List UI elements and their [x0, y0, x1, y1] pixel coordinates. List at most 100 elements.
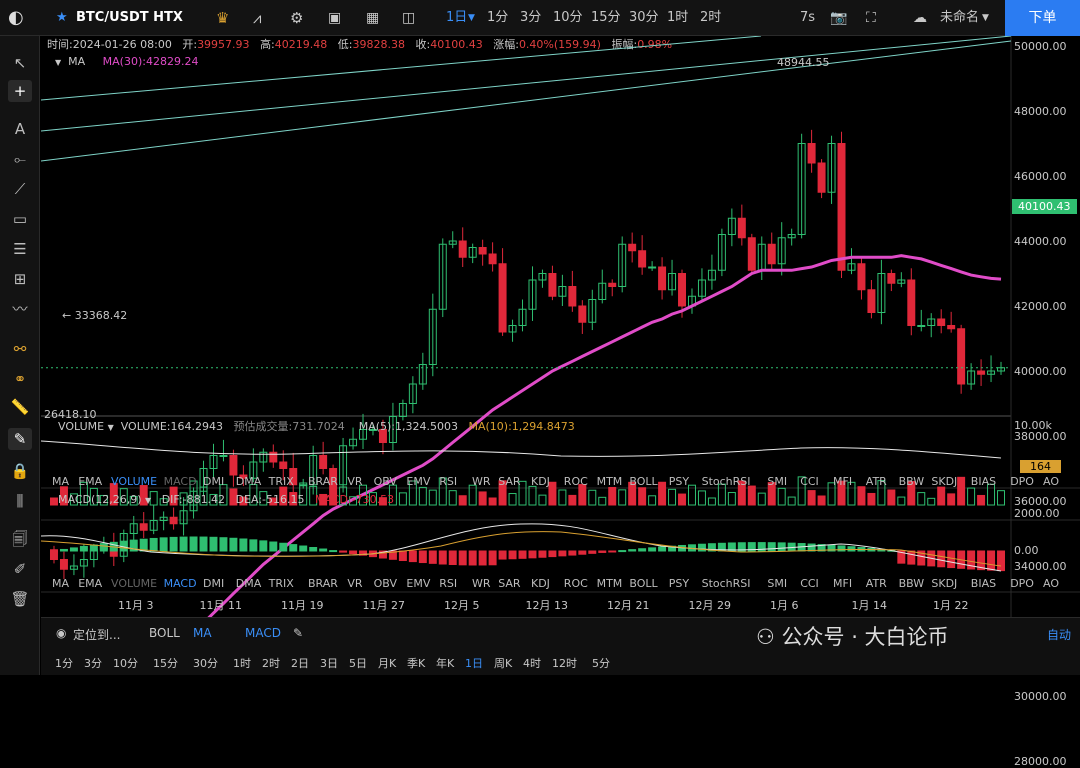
indicator-tab-ao[interactable]: AO	[1043, 475, 1059, 488]
indicator-tab-dmi[interactable]: DMI	[203, 577, 225, 590]
layout-name-dropdown[interactable]: 未命名	[940, 10, 980, 25]
indicator-tab-dmi[interactable]: DMI	[203, 475, 225, 488]
indicator-tab-cci[interactable]: CCI	[800, 577, 819, 590]
rectangle-icon[interactable]: ▭	[12, 210, 28, 228]
macd-legend[interactable]: MACD(12,26,9) ▼ DIF:-881.42 DEA:-516.15 …	[58, 493, 395, 506]
indicator-tab-boll[interactable]: BOLL	[629, 577, 658, 590]
magnet-icon[interactable]: ⫼	[16, 492, 24, 510]
indicator-tab-emv[interactable]: EMV	[406, 577, 431, 590]
indicator-tab-kdj[interactable]: KDJ	[531, 475, 550, 488]
ruler-icon[interactable]: 📏	[10, 398, 30, 416]
pen-icon[interactable]: ✎	[8, 428, 32, 450]
period-8[interactable]: 3日	[320, 657, 338, 670]
indicator-tab-smi[interactable]: SMI	[767, 577, 788, 590]
image-icon[interactable]: ▣	[328, 10, 342, 26]
interval-5[interactable]: 30分	[629, 10, 659, 25]
indicator-tab-kdj[interactable]: KDJ	[531, 577, 550, 590]
grid-tool-icon[interactable]: ⊞	[13, 270, 27, 288]
indicator-tab-sar[interactable]: SAR	[498, 475, 521, 488]
period-15[interactable]: 4时	[523, 657, 541, 670]
interval-1[interactable]: 1分	[487, 10, 509, 25]
trend-line-icon[interactable]: ⟋	[14, 180, 26, 198]
indicator-tab-macd[interactable]: MACD	[163, 577, 197, 590]
cursor-icon[interactable]: ↖	[13, 54, 27, 72]
indicator-tab-emv[interactable]: EMV	[406, 475, 431, 488]
indicator-tab-stochrsi[interactable]: StochRSI	[701, 577, 751, 590]
locate-icon[interactable]: ◉	[56, 626, 67, 640]
cloud-icon[interactable]: ☁	[913, 10, 927, 26]
period-12[interactable]: 年K	[436, 657, 455, 670]
indicator-tab-psy[interactable]: PSY	[668, 475, 690, 488]
locate-button[interactable]: 定位到...	[73, 628, 121, 642]
parallel-lines-icon[interactable]: ☰	[13, 240, 27, 258]
bookmark-icon[interactable]: 🗐	[12, 530, 28, 548]
indicator-tab-skdj[interactable]: SKDJ	[931, 475, 958, 488]
indicator-tab-atr[interactable]: ATR	[865, 577, 887, 590]
indicator-tab-trix[interactable]: TRIX	[268, 475, 294, 488]
interval-chevron-icon[interactable]: ▼	[468, 13, 475, 23]
indicator-tab-wr[interactable]: WR	[472, 475, 491, 488]
period-4[interactable]: 30分	[193, 657, 218, 670]
interval-0[interactable]: 1日	[446, 10, 468, 25]
interval-7[interactable]: 2时	[700, 10, 722, 25]
indicator-tab-mtm[interactable]: MTM	[596, 577, 623, 590]
interval-3[interactable]: 10分	[553, 10, 583, 25]
favorite-star-icon[interactable]: ★	[56, 10, 68, 25]
fullscreen-icon[interactable]: ⛶	[866, 10, 876, 26]
indicator-tab-ao[interactable]: AO	[1043, 577, 1059, 590]
indicator-tab-mfi[interactable]: MFI	[833, 475, 853, 488]
indicator-tab-mtm[interactable]: MTM	[596, 475, 623, 488]
indicator-chart-icon[interactable]: ⩘	[253, 9, 262, 27]
period-9[interactable]: 5日	[349, 657, 367, 670]
wave-tool-icon[interactable]: 〰	[12, 300, 28, 318]
indicator-tab-sar[interactable]: SAR	[498, 577, 521, 590]
indicator-tab-ma[interactable]: MA	[52, 577, 70, 590]
boll-button[interactable]: BOLL	[149, 626, 180, 640]
indicator-tab-wr[interactable]: WR	[472, 577, 491, 590]
candlestick-chart[interactable]	[41, 36, 1080, 617]
symbol-title[interactable]: BTC/USDT HTX	[76, 10, 183, 25]
indicator-tab-stochrsi[interactable]: StochRSI	[701, 475, 751, 488]
indicator-tab-ema[interactable]: EMA	[78, 475, 103, 488]
indicator-tab-skdj[interactable]: SKDJ	[931, 577, 958, 590]
interval-2[interactable]: 3分	[520, 10, 542, 25]
layout-icon[interactable]: ◫	[402, 10, 416, 26]
indicator-tab-rsi[interactable]: RSI	[439, 475, 458, 488]
indicator-tab-volume[interactable]: VOLUME	[111, 577, 158, 590]
indicator-tab-brar[interactable]: BRAR	[308, 577, 338, 590]
indicator-tab-bias[interactable]: BIAS	[970, 577, 997, 590]
period-16[interactable]: 12时	[552, 657, 577, 670]
period-6[interactable]: 2时	[262, 657, 280, 670]
indicator-tab-dma[interactable]: DMA	[235, 475, 262, 488]
lock-icon[interactable]: 🔒	[10, 462, 30, 480]
camera-icon[interactable]: 📷	[830, 10, 848, 26]
period-2[interactable]: 10分	[113, 657, 138, 670]
indicator-tab-dpo[interactable]: DPO	[1010, 577, 1034, 590]
indicator-tab-bbw[interactable]: BBW	[898, 577, 925, 590]
chevron-down-icon[interactable]: ▼	[982, 13, 989, 23]
indicator-tab-obv[interactable]: OBV	[373, 577, 397, 590]
indicator-tab-roc[interactable]: ROC	[563, 475, 588, 488]
indicator-tab-bbw[interactable]: BBW	[898, 475, 925, 488]
period-11[interactable]: 季K	[407, 657, 426, 670]
period-14[interactable]: 周K	[494, 657, 513, 670]
calendar-icon[interactable]: ▦	[366, 10, 380, 26]
indicator-tab-dpo[interactable]: DPO	[1010, 475, 1034, 488]
indicator-tab-rsi[interactable]: RSI	[439, 577, 458, 590]
indicator-tab-mfi[interactable]: MFI	[833, 577, 853, 590]
indicator-tab-dma[interactable]: DMA	[235, 577, 262, 590]
crown-icon[interactable]: ♛	[216, 9, 230, 27]
indicator-tab-roc[interactable]: ROC	[563, 577, 588, 590]
auto-scale-button[interactable]: 自动	[1047, 628, 1072, 642]
indicator-tab-bias[interactable]: BIAS	[970, 475, 997, 488]
indicator-tab-brar[interactable]: BRAR	[308, 475, 338, 488]
ma-button[interactable]: MA	[193, 626, 212, 640]
indicator-tab-boll[interactable]: BOLL	[629, 475, 658, 488]
pattern-icon[interactable]: ⚯	[13, 340, 27, 358]
horizontal-line-icon[interactable]: ⟜	[13, 150, 26, 168]
period-0[interactable]: 1分	[55, 657, 73, 670]
period-1[interactable]: 3分	[84, 657, 102, 670]
indicator-tab-vr[interactable]: VR	[347, 475, 363, 488]
order-button[interactable]: 下单	[1005, 0, 1080, 36]
edit-list-icon[interactable]: ✐	[13, 560, 27, 578]
